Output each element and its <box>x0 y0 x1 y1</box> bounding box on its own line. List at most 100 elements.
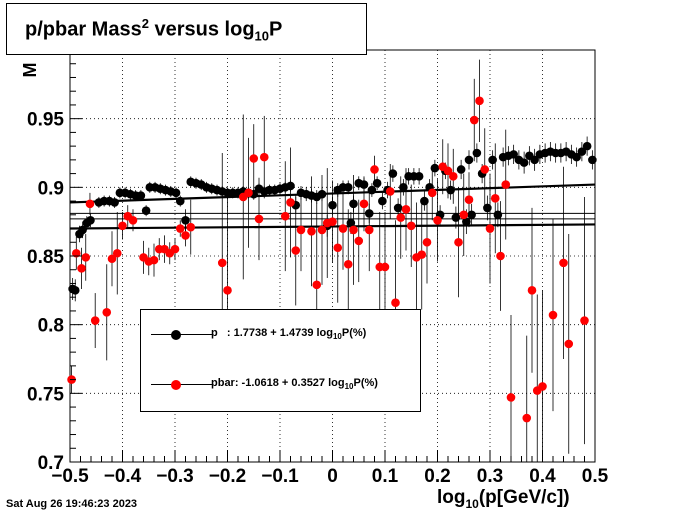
data-point-p <box>472 148 482 158</box>
data-point-pbar <box>307 226 316 236</box>
data-point-pbar <box>312 280 322 290</box>
data-point-pbar <box>522 413 532 423</box>
data-point-p <box>346 218 356 228</box>
data-point-p <box>509 150 518 159</box>
legend: p : 1.7738 + 1.4739 log10P(%) pbar: -1.0… <box>140 309 421 412</box>
legend-label-pbar: pbar: -1.0618 + 0.3527 log10P(%) <box>211 377 378 392</box>
data-point-pbar <box>181 231 190 240</box>
data-point-pbar <box>538 382 547 391</box>
data-point-p <box>420 196 429 206</box>
data-point-pbar <box>149 255 159 265</box>
data-point-pbar <box>349 225 358 235</box>
data-point-pbar <box>259 152 269 162</box>
data-point-p <box>530 155 539 165</box>
data-point-pbar <box>359 199 369 209</box>
y-tick-label: 0.9 <box>38 178 64 199</box>
data-point-pbar <box>170 244 180 254</box>
data-point-pbar <box>354 236 364 246</box>
data-point-pbar <box>464 195 474 204</box>
data-point-p <box>364 209 374 218</box>
data-point-pbar <box>186 222 196 232</box>
data-point-p <box>467 210 476 220</box>
data-point-pbar <box>217 258 227 268</box>
data-point-pbar <box>559 258 568 268</box>
y-axis-title: M <box>20 63 40 78</box>
data-point-pbar <box>454 237 463 247</box>
data-point-p <box>378 196 387 206</box>
data-point-pbar <box>249 154 259 163</box>
data-point-p <box>317 189 327 199</box>
tick-labels: −0.5 −0.4 −0.3 −0.2 −0.1 0 0.1 0.2 0.3 0.4 0.5 0.7 0… <box>20 63 609 488</box>
data-point-p <box>175 196 185 206</box>
data-point-pbar <box>77 264 86 273</box>
data-point-p <box>171 188 181 198</box>
data-point-pbar <box>107 254 117 264</box>
x-tick-label: −0.5 <box>51 466 89 487</box>
data-point-pbar <box>406 221 416 231</box>
y-tick-label: 0.7 <box>38 453 64 474</box>
data-point-pbar <box>343 259 353 269</box>
data-point-pbar <box>364 225 374 235</box>
x-tick-label: −0.3 <box>156 466 194 487</box>
x-tick-label: 0.5 <box>582 466 609 487</box>
data-point-p <box>493 210 503 220</box>
data-point-pbar <box>480 165 490 174</box>
data-point-p <box>483 203 492 213</box>
data-point-pbar <box>391 298 400 307</box>
data-point-pbar <box>175 224 185 233</box>
data-point-pbar <box>112 248 122 258</box>
data-point-p <box>430 163 440 173</box>
data-point-pbar <box>338 224 348 233</box>
data-point-pbar <box>501 180 511 189</box>
x-tick-label: 0.4 <box>529 466 556 487</box>
data-point-p <box>349 199 358 209</box>
data-point-p <box>393 203 403 213</box>
data-point-p <box>388 169 398 178</box>
data-point-pbar <box>564 339 574 349</box>
data-point-pbar <box>417 250 427 259</box>
data-point-pbar <box>291 246 301 255</box>
data-point-p <box>86 215 95 225</box>
y-tick-label: 0.95 <box>27 110 64 131</box>
data-point-pbar <box>81 253 91 262</box>
data-point-p <box>372 178 382 188</box>
data-point-pbar <box>296 225 306 235</box>
data-point-pbar <box>459 210 469 220</box>
x-tick-label: 0 <box>327 466 338 487</box>
data-point-p <box>136 191 146 200</box>
legend-label-p: p : 1.7738 + 1.4739 log10P(%) <box>211 327 367 342</box>
data-point-p <box>328 200 337 210</box>
data-point-pbar <box>328 217 337 226</box>
data-point-p <box>367 185 377 195</box>
legend-marker-black <box>171 330 181 340</box>
data-point-pbar <box>254 214 264 224</box>
x-tick-label: −0.4 <box>104 466 142 487</box>
data-point-pbar <box>427 188 437 198</box>
data-point-pbar <box>118 221 127 231</box>
data-point-p <box>70 286 80 295</box>
data-point-p <box>582 141 592 151</box>
data-point-p <box>399 183 408 192</box>
legend-entry-pbar: pbar: -1.0618 + 0.3527 log10P(%) <box>141 375 420 395</box>
data-point-pbar <box>223 286 232 295</box>
data-point-p <box>464 155 474 165</box>
data-point-p <box>414 172 424 181</box>
x-tick-label: 0.2 <box>424 466 450 487</box>
data-point-p <box>359 180 369 189</box>
data-point-pbar <box>443 166 453 176</box>
data-point-pbar <box>85 199 95 209</box>
data-point-pbar <box>244 188 253 198</box>
datestamp: Sat Aug 26 19:46:23 2023 <box>6 498 138 510</box>
data-point-pbar <box>128 215 138 225</box>
data-point-pbar <box>469 115 479 125</box>
data-point-p <box>456 165 466 174</box>
data-point-pbar <box>370 165 379 174</box>
data-point-pbar <box>527 286 537 295</box>
data-point-p <box>141 206 151 215</box>
data-point-pbar <box>317 225 327 235</box>
data-point-p <box>577 147 587 156</box>
grid <box>70 50 595 462</box>
data-point-p <box>588 155 597 165</box>
x-tick-label: 0.1 <box>372 466 399 487</box>
